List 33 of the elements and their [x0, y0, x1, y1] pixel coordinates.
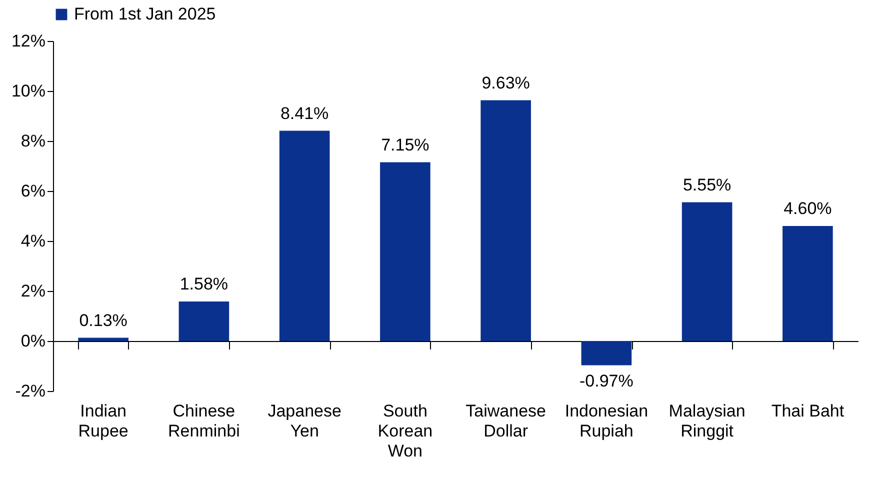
y-tick-label: 8% [20, 132, 46, 150]
bar [480, 100, 531, 341]
x-tick-label: Taiwanese Dollar [466, 402, 546, 440]
bar [78, 338, 128, 341]
y-tick-label: 4% [20, 232, 46, 250]
x-tick-label: Indian Rupee [78, 402, 128, 440]
data-label: 7.15% [381, 135, 430, 154]
bar [380, 162, 430, 341]
data-label: 1.58% [180, 274, 228, 294]
x-tick-label: Japanese Yen [268, 402, 342, 440]
data-label: 9.63% [482, 73, 530, 92]
bar [682, 202, 732, 341]
y-tick-label: 2% [20, 282, 46, 300]
bar [178, 302, 230, 341]
x-tick-label: South Korean Won [378, 402, 433, 460]
bar [279, 130, 330, 341]
data-label: 4.60% [784, 199, 832, 218]
bar [782, 226, 833, 341]
bar [581, 341, 632, 366]
data-label: 8.41% [280, 104, 329, 123]
x-tick-label: Thai Baht [771, 402, 844, 420]
data-label: -0.97% [580, 371, 634, 390]
data-label: 0.13% [79, 310, 128, 330]
legend-label: From 1st Jan 2025 [74, 4, 216, 24]
y-tick-label: 0% [20, 332, 46, 350]
y-tick-label: 6% [20, 182, 46, 200]
y-tick-label: 10% [11, 82, 46, 100]
data-label: 5.55% [682, 175, 732, 194]
x-tick-label: Indonesian Rupiah [564, 402, 648, 440]
y-tick-label: -2% [15, 382, 46, 400]
x-tick-label: Malaysian Ringgit [668, 402, 746, 440]
y-tick-label: 12% [11, 32, 46, 50]
x-tick-label: Chinese Renminbi [168, 402, 240, 440]
